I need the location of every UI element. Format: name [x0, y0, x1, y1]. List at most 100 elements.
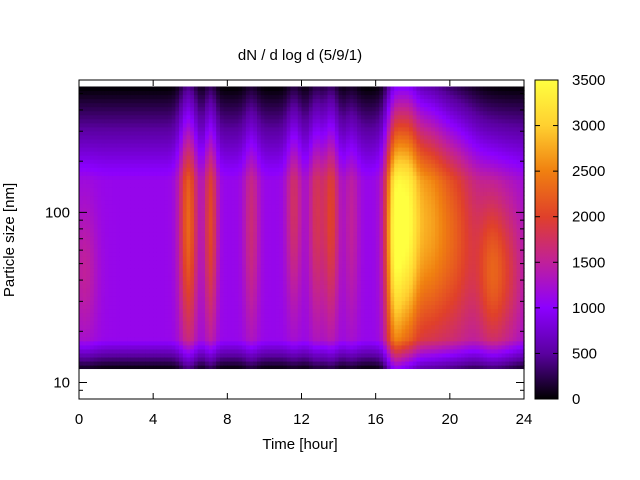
- heatmap-cell: [116, 126, 121, 132]
- heatmap-cell: [320, 328, 325, 334]
- heatmap-cell: [201, 126, 206, 132]
- heatmap-cell: [227, 280, 232, 285]
- heatmap-cell: [138, 171, 143, 176]
- heatmap-cell: [271, 316, 277, 322]
- heatmap-cell: [290, 251, 295, 257]
- heatmap-cell: [327, 288, 332, 293]
- heatmap-cell: [175, 155, 180, 160]
- heatmap-cell: [205, 304, 210, 310]
- heatmap-cell: [245, 223, 251, 229]
- heatmap-cell: [93, 344, 99, 350]
- heatmap-cell: [130, 134, 136, 140]
- heatmap-cell: [90, 360, 95, 366]
- heatmap-cell: [208, 183, 214, 188]
- heatmap-cell: [119, 155, 125, 160]
- heatmap-cell: [201, 340, 206, 346]
- heatmap-cell: [219, 138, 225, 144]
- heatmap-cell: [338, 235, 343, 241]
- heatmap-cell: [260, 134, 266, 140]
- heatmap-cell: [231, 110, 236, 116]
- heatmap-cell: [320, 231, 325, 237]
- heatmap-cell: [97, 122, 102, 128]
- heatmap-cell: [104, 106, 110, 112]
- heatmap-cell: [264, 251, 269, 257]
- heatmap-cell: [168, 215, 173, 221]
- heatmap-cell: [201, 118, 206, 124]
- heatmap-cell: [282, 264, 288, 269]
- heatmap-cell: [101, 167, 106, 172]
- heatmap-cell: [97, 102, 102, 108]
- heatmap-cell: [338, 251, 343, 257]
- heatmap-cell: [257, 320, 262, 326]
- heatmap-cell: [279, 328, 284, 334]
- heatmap-cell: [101, 86, 106, 92]
- heatmap-cell: [290, 110, 295, 116]
- heatmap-cell: [279, 86, 284, 92]
- heatmap-cell: [205, 264, 210, 269]
- heatmap-cell: [268, 292, 273, 297]
- heatmap-cell: [249, 304, 254, 310]
- heatmap-cell: [119, 247, 125, 253]
- heatmap-cell: [238, 94, 243, 100]
- heatmap-cell: [97, 280, 102, 285]
- heatmap-cell: [138, 134, 143, 140]
- heatmap-cell: [138, 340, 143, 346]
- heatmap-cell: [275, 187, 280, 192]
- heatmap-cell: [331, 94, 336, 100]
- heatmap-cell: [108, 316, 113, 322]
- heatmap-cell: [275, 227, 280, 233]
- heatmap-cell: [153, 312, 158, 318]
- heatmap-cell: [320, 146, 325, 152]
- heatmap-cell: [257, 336, 262, 342]
- heatmap-cell: [205, 300, 210, 306]
- heatmap-cell: [179, 328, 184, 334]
- heatmap-cell: [119, 219, 125, 225]
- heatmap-cell: [208, 126, 214, 132]
- heatmap-cell: [82, 280, 88, 285]
- heatmap-cell: [249, 332, 254, 338]
- heatmap-cell: [90, 114, 95, 120]
- heatmap-cell: [297, 256, 303, 261]
- heatmap-cell: [316, 365, 321, 370]
- heatmap-cell: [130, 159, 136, 164]
- heatmap-cell: [205, 344, 210, 350]
- heatmap-cell: [238, 316, 243, 322]
- heatmap-cell: [119, 268, 125, 273]
- heatmap-cell: [216, 94, 221, 100]
- heatmap-cell: [219, 106, 225, 112]
- heatmap-cell: [286, 134, 291, 140]
- heatmap-cell: [294, 142, 299, 148]
- heatmap-cell: [112, 328, 117, 334]
- heatmap-cell: [130, 348, 136, 354]
- heatmap-cell: [238, 98, 243, 104]
- heatmap-cell: [275, 251, 280, 257]
- heatmap-cell: [234, 171, 240, 176]
- heatmap-cell: [145, 90, 151, 96]
- heatmap-cell: [190, 235, 195, 241]
- heatmap-cell: [253, 300, 258, 306]
- heatmap-cell: [168, 179, 173, 184]
- heatmap-cell: [97, 126, 102, 132]
- heatmap-cell: [79, 219, 84, 225]
- heatmap-cell: [286, 191, 291, 197]
- heatmap-cell: [149, 118, 154, 124]
- heatmap-cell: [297, 207, 303, 213]
- heatmap-cell: [305, 268, 310, 273]
- heatmap-cell: [186, 316, 191, 322]
- heatmap-cell: [316, 155, 321, 160]
- heatmap-cell: [168, 365, 173, 370]
- heatmap-cell: [101, 344, 106, 350]
- heatmap-cell: [153, 167, 158, 172]
- heatmap-cell: [123, 171, 128, 176]
- heatmap-cell: [238, 360, 243, 366]
- heatmap-cell: [86, 247, 91, 253]
- heatmap-cell: [301, 292, 306, 297]
- heatmap-cell: [208, 175, 214, 180]
- heatmap-cell: [231, 284, 236, 289]
- heatmap-cell: [127, 215, 132, 221]
- heatmap-cell: [242, 227, 247, 233]
- heatmap-cell: [227, 130, 232, 136]
- heatmap-cell: [253, 365, 258, 370]
- heatmap-cell: [112, 203, 117, 209]
- heatmap-cell: [334, 344, 340, 350]
